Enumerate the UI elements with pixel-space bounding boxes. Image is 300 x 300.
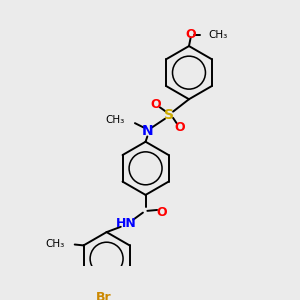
Text: N: N — [142, 124, 153, 138]
Text: CH₃: CH₃ — [46, 238, 65, 249]
Text: O: O — [175, 121, 185, 134]
Text: O: O — [185, 28, 196, 41]
Text: CH₃: CH₃ — [208, 30, 228, 40]
Text: CH₃: CH₃ — [105, 116, 124, 125]
Text: O: O — [156, 206, 167, 219]
Text: Br: Br — [96, 291, 112, 300]
Text: HN: HN — [116, 217, 136, 230]
Text: O: O — [150, 98, 160, 111]
Text: S: S — [164, 108, 175, 122]
